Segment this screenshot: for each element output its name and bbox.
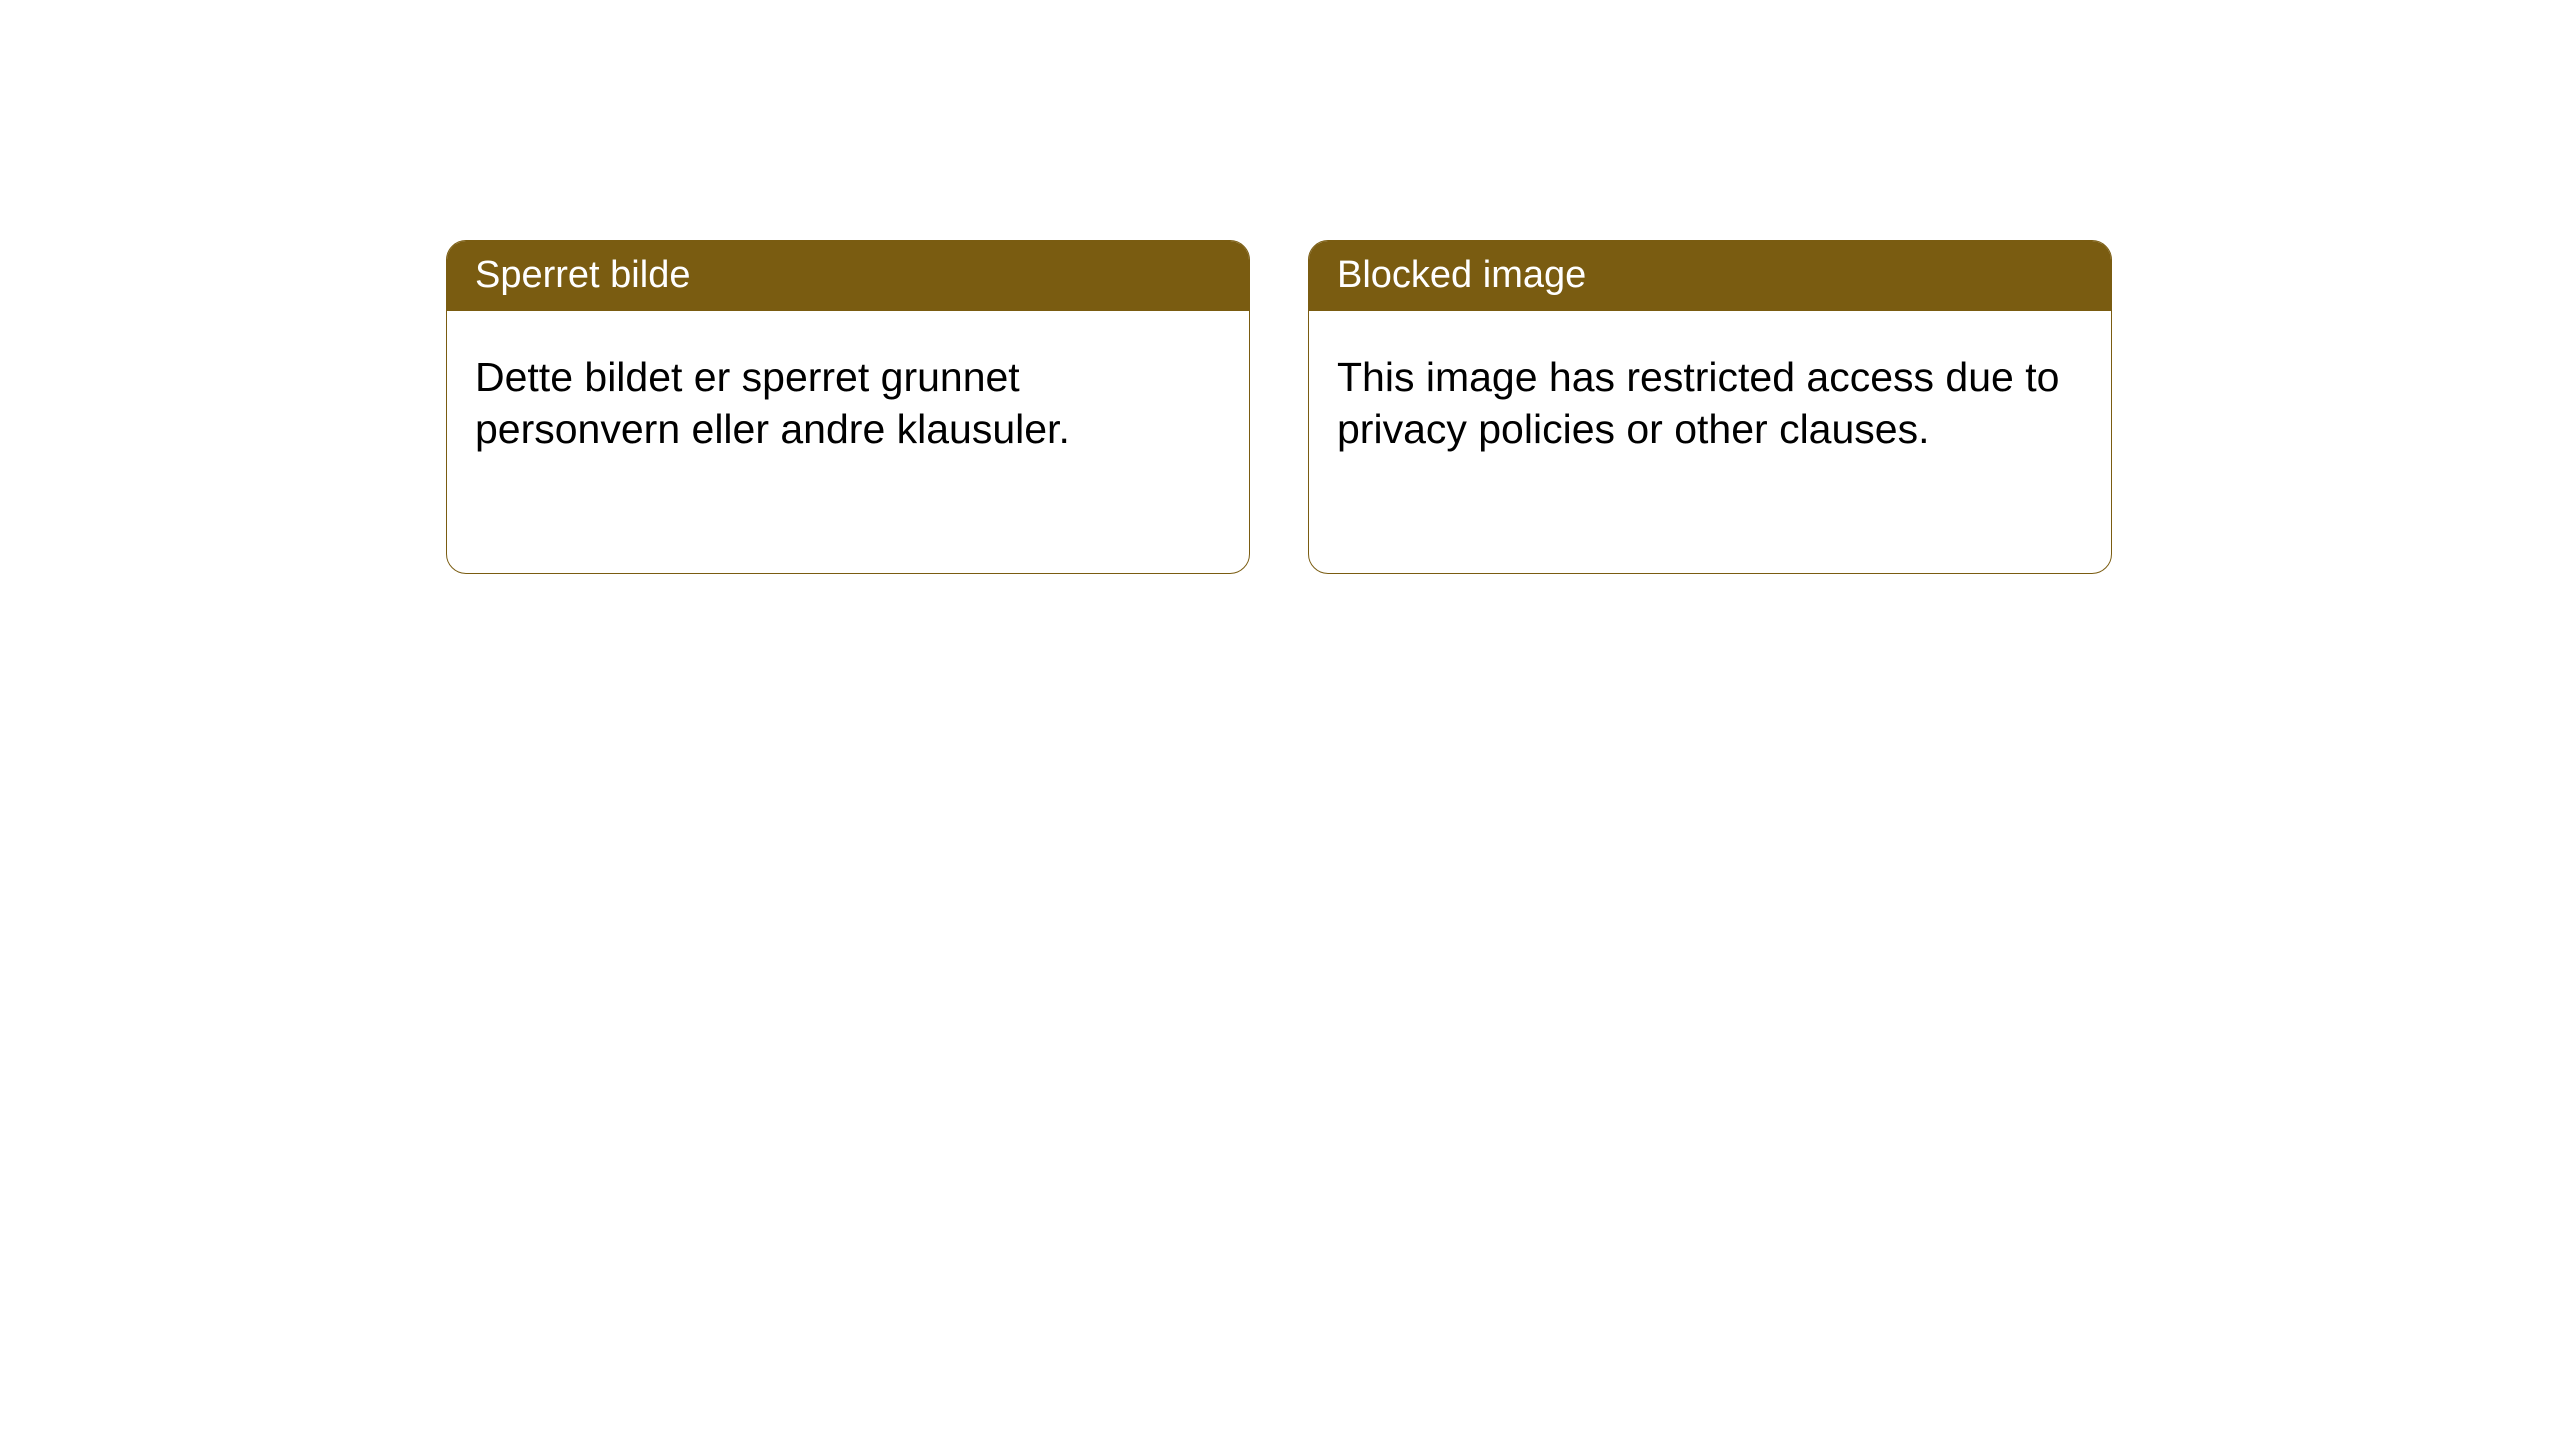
card-header: Blocked image [1309, 241, 2111, 311]
notice-card-norwegian: Sperret bilde Dette bildet er sperret gr… [446, 240, 1250, 574]
card-header: Sperret bilde [447, 241, 1249, 311]
card-body: Dette bildet er sperret grunnet personve… [447, 311, 1249, 496]
card-message: Dette bildet er sperret grunnet personve… [475, 354, 1070, 452]
card-body: This image has restricted access due to … [1309, 311, 2111, 496]
card-title: Sperret bilde [475, 254, 690, 296]
card-message: This image has restricted access due to … [1337, 354, 2059, 452]
card-title: Blocked image [1337, 254, 1586, 296]
notice-container: Sperret bilde Dette bildet er sperret gr… [446, 240, 2112, 574]
notice-card-english: Blocked image This image has restricted … [1308, 240, 2112, 574]
